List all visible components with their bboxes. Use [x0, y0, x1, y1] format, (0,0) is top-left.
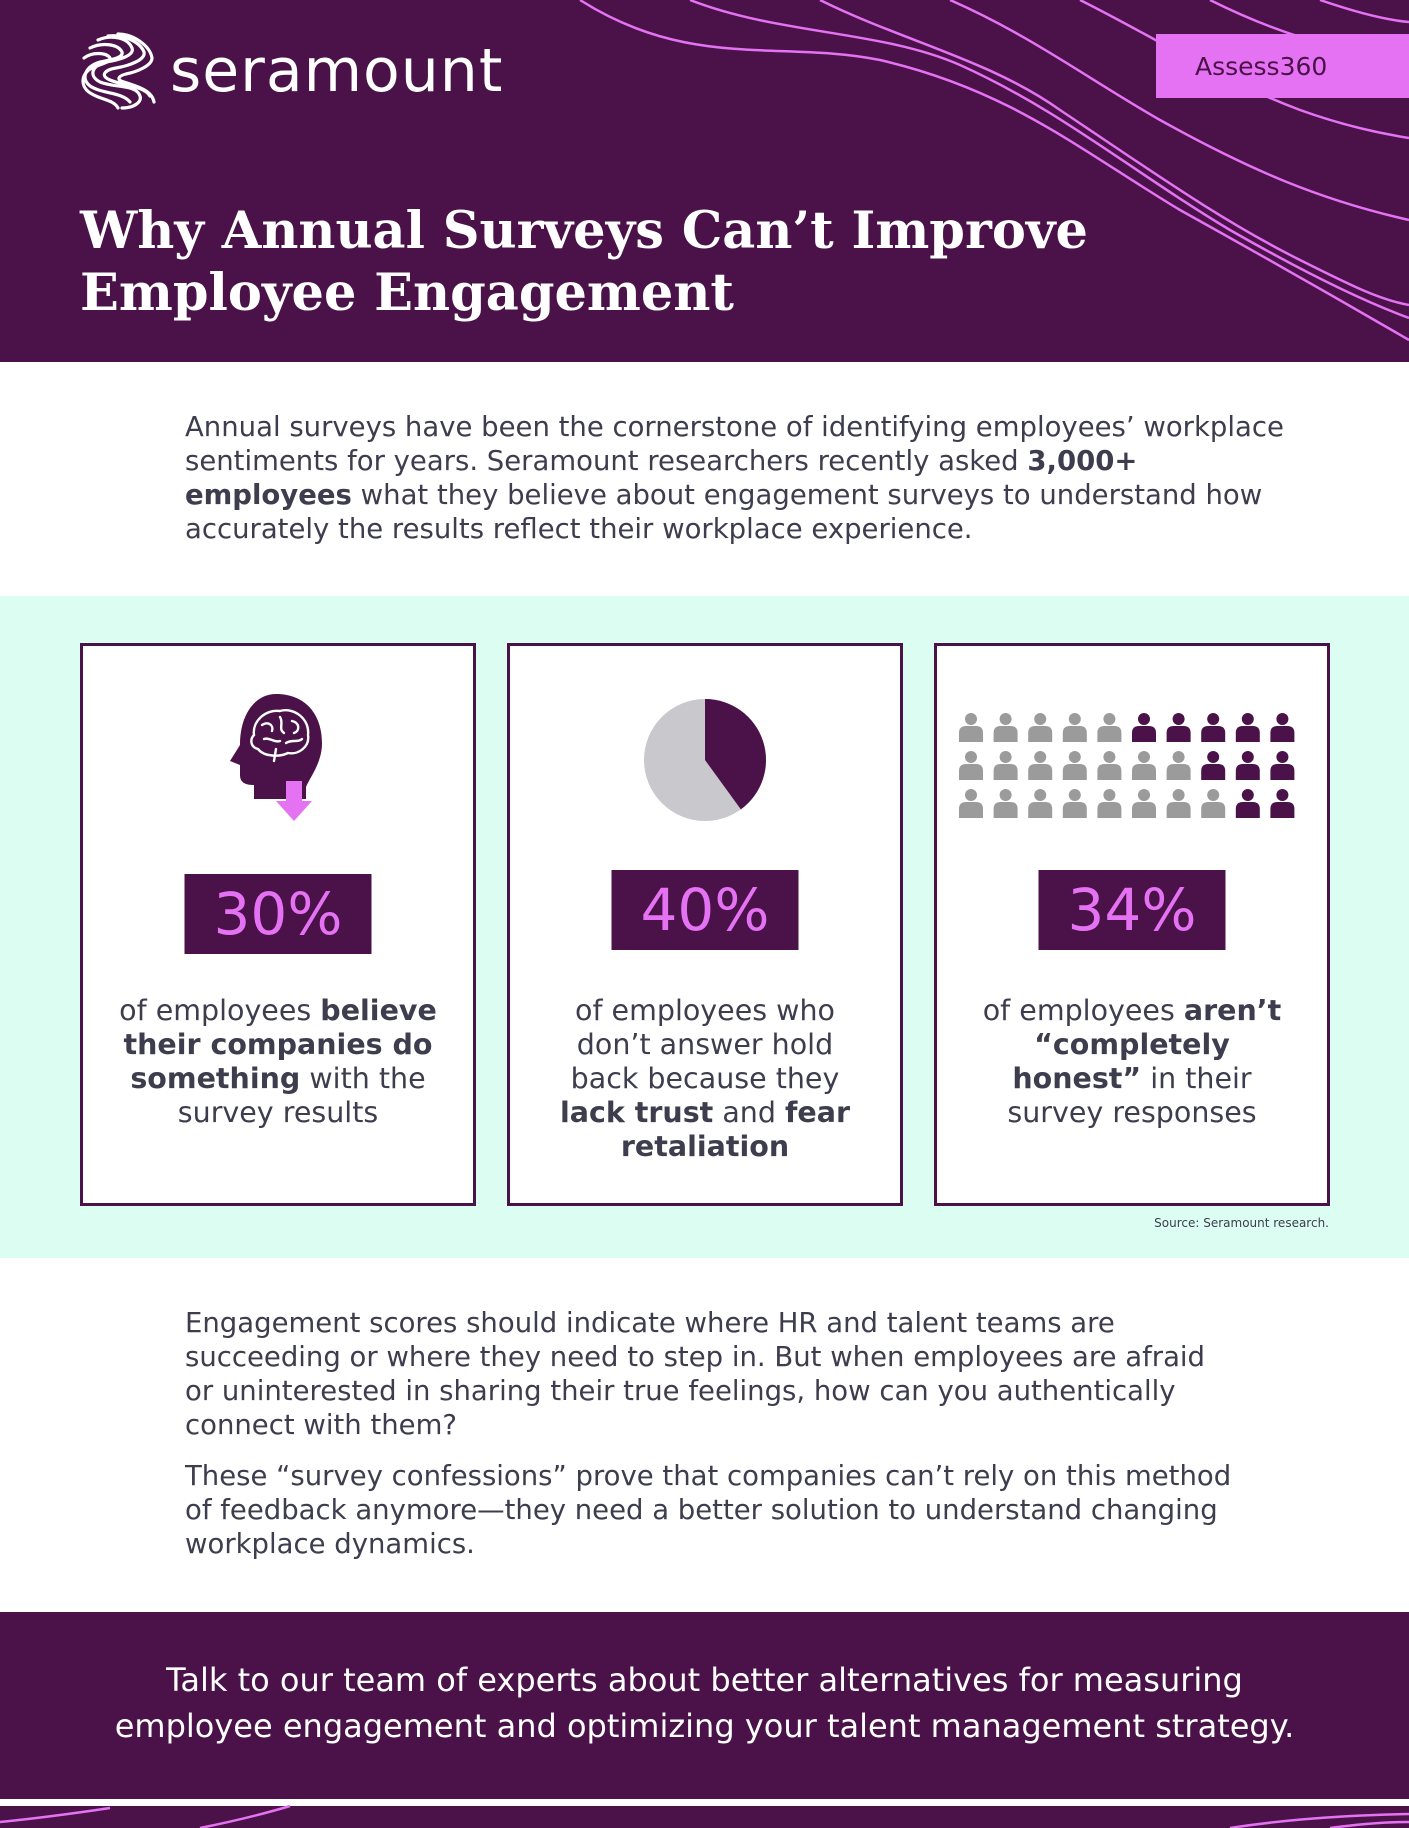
person-figure: [1270, 713, 1295, 742]
person-figure: [1166, 713, 1191, 742]
caption-bold: fear retaliation: [620, 1096, 851, 1163]
people-grid-icon: [959, 713, 1295, 818]
title-line-2: Employee Engagement: [80, 263, 734, 323]
intro-paragraph: Annual surveys have been the cornerstone…: [185, 410, 1285, 546]
cta-text[interactable]: Talk to our team of experts about better…: [0, 1657, 1409, 1749]
person-figure: [1097, 713, 1122, 742]
caption-text: of employees: [982, 994, 1184, 1027]
person-figure: [1028, 789, 1053, 818]
stat-percent: 34%: [1038, 870, 1226, 950]
intro-text-2: what they believe about engagement surve…: [185, 479, 1263, 545]
source-note: Source: Seramount research.: [1154, 1216, 1329, 1230]
person-figure: [1201, 713, 1226, 742]
stat-caption: of employees aren’t “completely honest” …: [937, 994, 1327, 1130]
brain-head-down-arrow-icon: [230, 694, 322, 821]
pie-slice: [705, 699, 766, 810]
caption-text: of employees: [119, 994, 321, 1027]
decorative-waves: [0, 1799, 1409, 1828]
intro-bold-count: 3,000+ employees: [185, 445, 1138, 511]
person-figure: [1166, 789, 1191, 818]
person-figure: [959, 789, 983, 818]
person-figure: [1028, 713, 1053, 742]
cta-line-2: employee engagement and optimizing your …: [114, 1707, 1295, 1745]
intro-text-1: Annual surveys have been the cornerstone…: [185, 411, 1284, 477]
stat-caption: of employees who don’t answer hold back …: [510, 994, 900, 1164]
person-figure: [1201, 789, 1226, 818]
stat-percent: 30%: [184, 874, 372, 954]
caption-bold: aren’t “completely honest”: [1012, 994, 1282, 1095]
person-figure: [1132, 789, 1156, 818]
seramount-swirl-logo: [81, 32, 156, 110]
caption-text: in their survey responses: [1007, 1062, 1257, 1129]
person-figure: [1097, 789, 1122, 818]
caption-text: of employees who don’t answer hold back …: [570, 994, 840, 1095]
assess360-tag[interactable]: Assess360: [1156, 34, 1409, 98]
caption-text: and: [713, 1096, 786, 1129]
body-paragraph-1: Engagement scores should indicate where …: [185, 1307, 1206, 1441]
footer-cta-banner: Talk to our team of experts about better…: [0, 1612, 1409, 1828]
person-figure: [1062, 713, 1087, 742]
person-figure: [1062, 789, 1087, 818]
logo-wordmark: seramount: [170, 36, 504, 106]
person-figure: [1062, 751, 1087, 780]
person-figure: [1132, 713, 1156, 742]
person-figure: [993, 789, 1018, 818]
pie-chart-icon: [644, 699, 766, 821]
person-figure: [1270, 789, 1295, 818]
person-figure: [1097, 751, 1122, 780]
stat-card-30: 30% of employees believe their companies…: [80, 643, 476, 1206]
stat-percent: 40%: [611, 870, 799, 950]
header-banner: seramount Assess360 Why Annual Surveys C…: [0, 0, 1409, 362]
person-figure: [1235, 789, 1260, 818]
body-paragraph-2: These “survey confessions” prove that co…: [185, 1460, 1232, 1560]
person-figure: [1235, 751, 1260, 780]
cta-line-1: Talk to our team of experts about better…: [166, 1661, 1243, 1699]
person-figure: [993, 713, 1018, 742]
person-figure: [1132, 751, 1156, 780]
person-figure: [1166, 751, 1191, 780]
person-figure: [1235, 713, 1260, 742]
person-figure: [993, 751, 1018, 780]
person-figure: [959, 751, 983, 780]
person-figure: [1201, 751, 1226, 780]
stat-card-34: 34% of employees aren’t “completely hone…: [934, 643, 1330, 1206]
person-figure: [959, 713, 983, 742]
page-title: Why Annual Surveys Can’t Improve Employe…: [80, 200, 1088, 324]
person-figure: [1270, 751, 1295, 780]
caption-bold: believe their companies do something: [123, 994, 437, 1095]
stat-card-40: 40% of employees who don’t answer hold b…: [507, 643, 903, 1206]
caption-bold: lack trust: [559, 1096, 714, 1129]
stat-caption: of employees believe their companies do …: [83, 994, 473, 1130]
brand-logo[interactable]: seramount: [78, 32, 503, 110]
caption-text: with the survey results: [177, 1062, 426, 1129]
title-line-1: Why Annual Surveys Can’t Improve: [80, 201, 1088, 261]
person-figure: [1028, 751, 1053, 780]
